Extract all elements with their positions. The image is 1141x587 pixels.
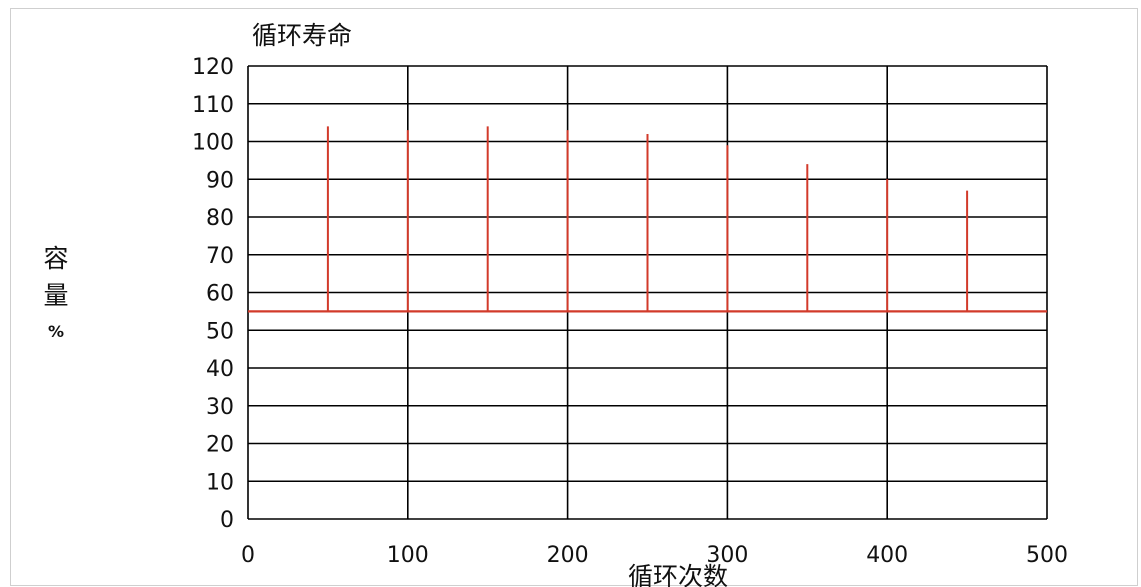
x-tick-label-300: 300 xyxy=(706,543,748,568)
x-tick-label-0: 0 xyxy=(241,543,255,568)
y-tick-label-40: 40 xyxy=(206,357,234,382)
y-tick-label-80: 80 xyxy=(206,206,234,231)
y-tick-label-120: 120 xyxy=(192,55,234,80)
chart-frame xyxy=(10,8,1138,586)
y-tick-label-110: 110 xyxy=(192,93,234,118)
grid-lines xyxy=(247,65,1048,520)
x-tick-label-500: 500 xyxy=(1026,543,1068,568)
y-tick-label-0: 0 xyxy=(220,508,234,533)
series-cycle-life xyxy=(248,126,1047,313)
chart-title: 循环寿命 xyxy=(252,21,352,50)
y-axis-title: 容 量 % xyxy=(43,244,68,341)
y-tick-label-30: 30 xyxy=(206,395,234,420)
x-axis-title: 循环次数 xyxy=(628,562,728,587)
y-axis-label-char-2: 量 xyxy=(43,281,68,310)
y-axis-unit: % xyxy=(48,322,64,341)
y-tick-label-20: 20 xyxy=(206,433,234,458)
x-tick-label-400: 400 xyxy=(866,543,908,568)
y-tick-label-90: 90 xyxy=(206,168,234,193)
y-tick-label-50: 50 xyxy=(206,319,234,344)
y-tick-label-60: 60 xyxy=(206,282,234,307)
y-tick-label-70: 70 xyxy=(206,244,234,269)
y-tick-label-100: 100 xyxy=(192,131,234,156)
y-axis-label-char-1: 容 xyxy=(43,244,68,273)
x-tick-label-200: 200 xyxy=(547,543,589,568)
tick-labels: 0 10 20 30 40 50 60 70 80 90 100 110 120 0 100 200 300 40… xyxy=(192,55,1068,568)
y-tick-label-10: 10 xyxy=(206,470,234,495)
x-tick-label-100: 100 xyxy=(387,543,429,568)
